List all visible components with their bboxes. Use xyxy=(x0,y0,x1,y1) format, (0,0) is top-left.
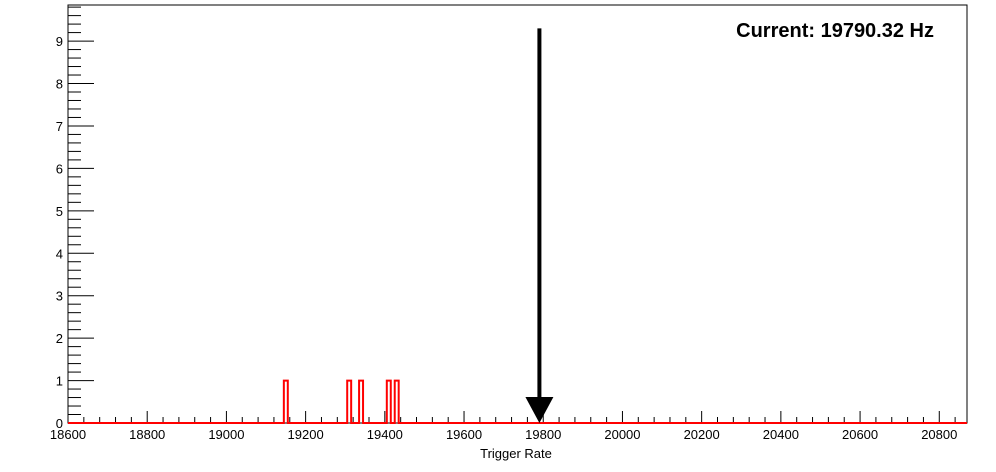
x-tick-label: 20200 xyxy=(684,427,720,442)
y-tick-label: 7 xyxy=(56,119,63,134)
x-tick-label: 20000 xyxy=(604,427,640,442)
histogram-outline xyxy=(68,379,967,424)
current-rate-marker xyxy=(525,28,554,423)
y-tick-label: 6 xyxy=(56,161,63,176)
x-tick-label: 20600 xyxy=(842,427,878,442)
y-tick-label: 5 xyxy=(56,204,63,219)
x-tick-label: 20800 xyxy=(921,427,957,442)
y-tick-label: 2 xyxy=(56,331,63,346)
y-tick-label: 9 xyxy=(56,34,63,49)
y-tick-label: 0 xyxy=(56,416,63,431)
y-tick-label: 8 xyxy=(56,77,63,92)
x-tick-label: 18800 xyxy=(129,427,165,442)
y-tick-label: 4 xyxy=(56,246,63,261)
x-axis-title: Trigger Rate xyxy=(480,446,552,461)
y-axis: 0 1 2 3 4 5 6 7 8 9 xyxy=(56,6,94,431)
x-tick-label: 19800 xyxy=(525,427,561,442)
y-tick-label: 3 xyxy=(56,289,63,304)
x-tick-label: 19600 xyxy=(446,427,482,442)
x-tick-label: 18600 xyxy=(50,427,86,442)
histogram-series xyxy=(68,379,967,424)
x-axis: 18600 18800 19000 19200 19400 19600 19800 20000… xyxy=(50,411,957,442)
current-rate-label: Current: 19790.32 Hz xyxy=(736,20,934,42)
x-tick-label: 19400 xyxy=(367,427,403,442)
marker-arrow-head xyxy=(525,397,554,423)
x-tick-label: 19200 xyxy=(288,427,324,442)
x-tick-label: 19000 xyxy=(208,427,244,442)
x-tick-label: 20400 xyxy=(763,427,799,442)
plot-frame xyxy=(67,4,968,424)
y-tick-label: 1 xyxy=(56,374,63,389)
